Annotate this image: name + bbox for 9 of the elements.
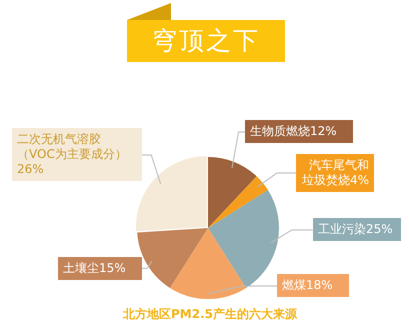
slice-label: 土壤尘15% — [58, 257, 142, 280]
data-label: 26% — [17, 162, 44, 176]
slice-label: 工业污染25% — [313, 218, 401, 241]
slice-label: 二次无机气溶胶（VOC为主要成分） — [17, 132, 127, 161]
slice-label: 燃煤18% — [277, 274, 349, 297]
slice-label: 生物质燃烧12% — [245, 120, 353, 143]
slice-label: 汽车尾气和垃圾焚烧4% — [296, 154, 374, 192]
text: 北方地区PM2.5产生的六大来源 — [122, 306, 298, 323]
chart-title: 穹顶之下 — [127, 20, 285, 62]
